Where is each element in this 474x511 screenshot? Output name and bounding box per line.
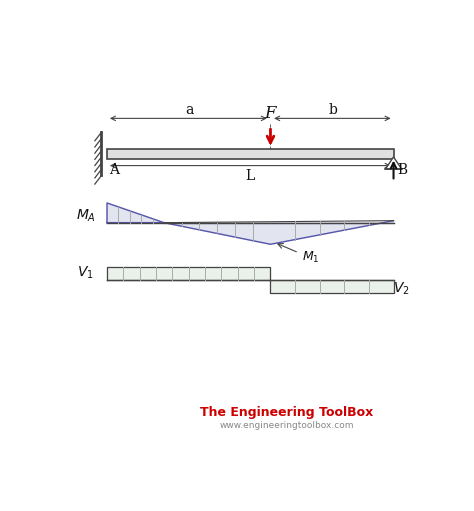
Text: B: B — [397, 163, 407, 177]
Text: b: b — [328, 103, 337, 117]
Text: The Engineering ToolBox: The Engineering ToolBox — [201, 406, 374, 420]
Text: L: L — [246, 169, 255, 183]
Polygon shape — [385, 157, 401, 169]
Polygon shape — [271, 280, 393, 293]
Text: www.engineeringtoolbox.com: www.engineeringtoolbox.com — [220, 422, 354, 430]
Polygon shape — [107, 203, 164, 223]
Polygon shape — [164, 221, 393, 244]
Text: F: F — [264, 105, 276, 122]
Text: $M_1$: $M_1$ — [278, 244, 319, 265]
Text: $V_1$: $V_1$ — [77, 265, 94, 281]
Polygon shape — [107, 267, 271, 280]
Text: A: A — [109, 163, 119, 177]
Bar — [107, 149, 393, 158]
Text: a: a — [185, 103, 194, 117]
Text: $V_2$: $V_2$ — [393, 280, 410, 296]
Text: $M_A$: $M_A$ — [76, 207, 96, 224]
